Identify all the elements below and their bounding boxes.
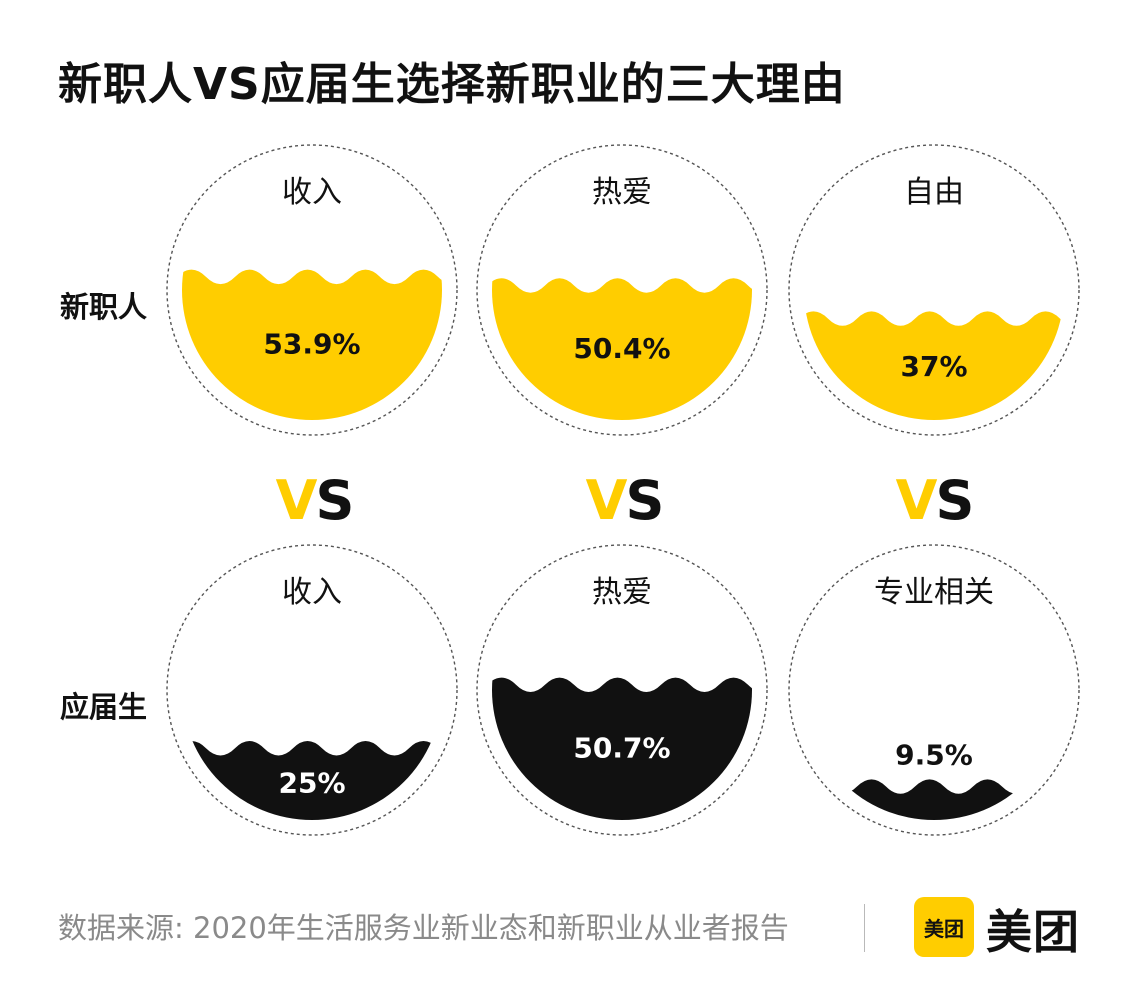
circle-outline <box>166 144 458 436</box>
value-label: 37% <box>900 350 967 383</box>
circle-outline <box>166 544 458 836</box>
reason-label: 热爱 <box>592 175 652 210</box>
reason-label: 收入 <box>282 175 342 210</box>
reason-label: 收入 <box>282 575 342 610</box>
liquid-circle-new-worker-3: 自由 37% <box>788 144 1080 436</box>
circle-outline <box>476 144 768 436</box>
liquid-circle-graduate-1: 收入 25% <box>166 544 458 836</box>
footer-divider <box>864 904 865 952</box>
liquid-fill <box>804 779 1064 820</box>
reason-label: 自由 <box>904 175 964 210</box>
value-label: 25% <box>278 767 345 800</box>
chart-title: 新职人VS应届生选择新职业的三大理由 <box>58 59 846 110</box>
vs-label-1: VS <box>275 469 355 532</box>
row-label-new-worker: 新职人 <box>60 290 148 324</box>
liquid-circle-graduate-3: 专业相关 9.5% <box>788 544 1080 836</box>
circle-outline <box>788 144 1080 436</box>
data-source-note: 数据来源: 2020年生活服务业新业态和新职业从业者报告 <box>58 911 789 945</box>
liquid-circle-new-worker-1: 收入 53.9% <box>166 144 458 436</box>
vs-label-3: VS <box>895 469 975 532</box>
value-label: 9.5% <box>895 739 973 772</box>
value-label: 50.7% <box>573 732 670 765</box>
row-label-graduate: 应届生 <box>60 690 148 724</box>
reason-label: 热爱 <box>592 575 652 610</box>
liquid-fill <box>182 269 442 420</box>
reason-label: 专业相关 <box>874 575 994 610</box>
liquid-circle-new-worker-2: 热爱 50.4% <box>476 144 768 436</box>
circle-outline <box>788 544 1080 836</box>
vs-label-2: VS <box>585 469 665 532</box>
circle-outline <box>476 544 768 836</box>
meituan-logo-mark: 美团 <box>914 897 974 957</box>
value-label: 53.9% <box>263 327 360 360</box>
liquid-circle-graduate-2: 热爱 50.7% <box>476 544 768 836</box>
meituan-logo-text: 美团 <box>986 905 1080 959</box>
value-label: 50.4% <box>573 332 670 365</box>
